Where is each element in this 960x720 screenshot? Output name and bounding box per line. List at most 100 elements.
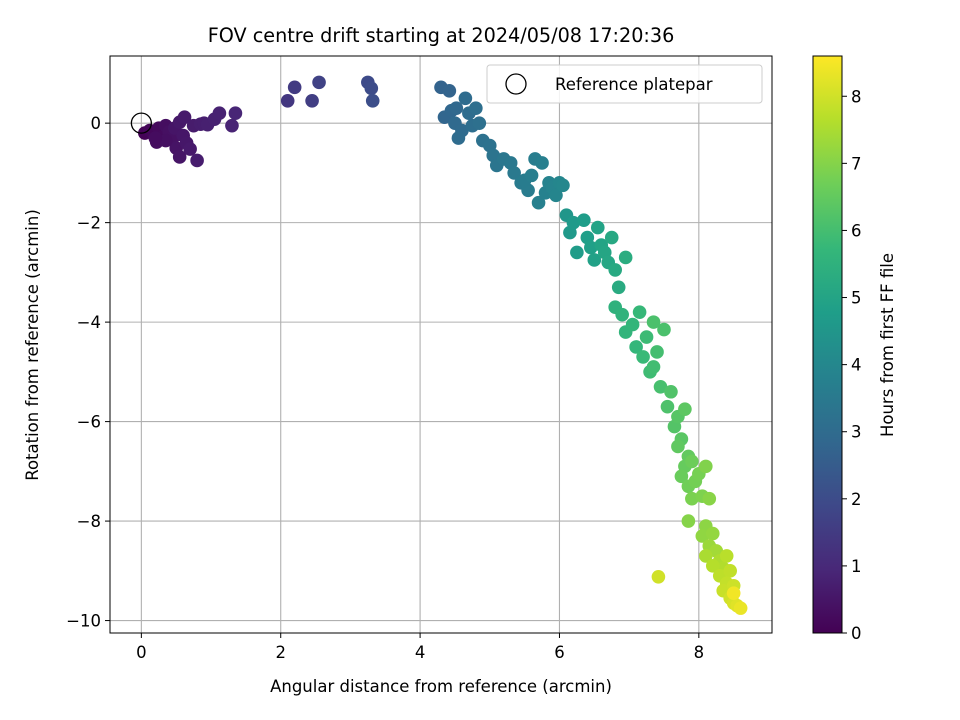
data-point bbox=[632, 305, 647, 319]
colorbar-tick-label: 7 bbox=[851, 154, 862, 173]
x-tick-label: 4 bbox=[415, 643, 426, 662]
data-point bbox=[556, 178, 570, 193]
data-point bbox=[705, 526, 720, 541]
x-tick-label: 2 bbox=[275, 643, 286, 662]
chart-title: FOV centre drift starting at 2024/05/08 … bbox=[208, 24, 675, 47]
x-tick-label: 0 bbox=[136, 643, 147, 662]
data-point bbox=[646, 360, 661, 374]
data-point bbox=[177, 110, 192, 124]
data-point bbox=[587, 253, 602, 267]
colorbar: 0 1 2 3 4 5 6 7 8 Hours from first FF file bbox=[812, 55, 897, 643]
data-point bbox=[584, 240, 598, 255]
data-point bbox=[507, 166, 521, 180]
data-point bbox=[625, 317, 640, 332]
data-point bbox=[636, 350, 650, 364]
colorbar-label: Hours from first FF file bbox=[878, 253, 897, 437]
data-point bbox=[212, 106, 227, 121]
data-point bbox=[305, 93, 319, 108]
data-point bbox=[365, 93, 380, 108]
data-point bbox=[225, 118, 239, 133]
y-tick-label: −4 bbox=[77, 313, 101, 332]
colorbar-tick-label: 3 bbox=[851, 423, 862, 442]
data-point bbox=[639, 330, 654, 344]
grid-lines bbox=[110, 56, 772, 633]
data-point bbox=[472, 116, 487, 130]
data-point bbox=[183, 142, 197, 156]
y-axis-ticks: 0 −2 −4 −6 −8 −10 bbox=[66, 114, 110, 631]
data-point bbox=[646, 315, 661, 329]
data-point bbox=[158, 133, 173, 148]
y-tick-label: −10 bbox=[66, 612, 101, 631]
data-point bbox=[719, 549, 734, 563]
data-point bbox=[723, 564, 737, 578]
data-point bbox=[615, 307, 629, 322]
data-point bbox=[671, 439, 685, 454]
colorbar-tick-label: 2 bbox=[851, 490, 862, 509]
y-tick-label: −2 bbox=[77, 214, 101, 233]
data-point bbox=[608, 263, 623, 277]
data-point bbox=[611, 280, 626, 295]
data-point bbox=[549, 188, 563, 203]
data-point bbox=[524, 168, 539, 183]
data-point bbox=[566, 215, 581, 230]
data-point bbox=[726, 586, 741, 601]
data-point bbox=[664, 384, 678, 399]
reference-point bbox=[130, 112, 153, 134]
data-point bbox=[190, 153, 204, 168]
data-point bbox=[681, 514, 696, 528]
y-axis-label: Rotation from reference (arcmin) bbox=[23, 209, 42, 481]
legend-entry: Reference platepar bbox=[555, 75, 713, 94]
data-point bbox=[148, 131, 163, 145]
data-point bbox=[674, 469, 689, 484]
legend-marker bbox=[505, 73, 527, 95]
data-point bbox=[685, 491, 699, 506]
data-point bbox=[172, 150, 187, 164]
data-point bbox=[287, 80, 302, 95]
data-point bbox=[570, 245, 584, 260]
x-tick-label: 6 bbox=[554, 643, 565, 662]
data-point bbox=[604, 230, 619, 245]
colorbar-tick-label: 1 bbox=[851, 557, 862, 576]
data-point bbox=[657, 322, 671, 337]
colorbar-ticks: 0 1 2 3 4 5 6 7 8 bbox=[842, 87, 862, 643]
data-point bbox=[685, 454, 699, 469]
data-point bbox=[449, 101, 464, 116]
data-point bbox=[590, 220, 605, 235]
colorbar-tick-label: 5 bbox=[851, 289, 862, 308]
data-point bbox=[577, 213, 591, 227]
data-point bbox=[702, 491, 717, 506]
y-tick-label: 0 bbox=[91, 114, 102, 133]
x-axis-ticks: 0 2 4 6 8 bbox=[136, 633, 704, 662]
y-tick-label: −8 bbox=[77, 512, 101, 531]
data-point bbox=[228, 106, 243, 121]
data-point bbox=[660, 399, 675, 414]
data-point bbox=[458, 91, 473, 106]
data-point bbox=[699, 549, 713, 563]
data-point bbox=[531, 195, 546, 210]
colorbar-tick-label: 4 bbox=[851, 356, 862, 375]
data-point bbox=[618, 250, 633, 265]
data-point bbox=[733, 601, 748, 615]
y-tick-label: −6 bbox=[77, 413, 101, 432]
data-point bbox=[535, 156, 549, 170]
colorbar-tick-label: 0 bbox=[851, 624, 862, 643]
colorbar-gradient bbox=[812, 55, 843, 634]
legend-box bbox=[486, 64, 763, 104]
scatter-points bbox=[138, 75, 748, 615]
colorbar-tick-label: 6 bbox=[851, 221, 862, 240]
x-tick-label: 8 bbox=[694, 643, 705, 662]
data-point bbox=[653, 379, 668, 394]
data-point bbox=[651, 569, 666, 584]
data-point bbox=[451, 131, 466, 145]
legend: Reference platepar bbox=[486, 64, 763, 104]
data-point bbox=[364, 81, 379, 96]
data-point bbox=[312, 75, 326, 90]
data-point bbox=[650, 345, 664, 359]
data-point bbox=[678, 402, 692, 416]
data-point bbox=[699, 459, 713, 474]
plot-frame bbox=[109, 55, 773, 634]
x-axis-label: Angular distance from reference (arcmin) bbox=[270, 677, 612, 696]
colorbar-tick-label: 8 bbox=[851, 87, 862, 106]
data-point bbox=[469, 101, 483, 116]
